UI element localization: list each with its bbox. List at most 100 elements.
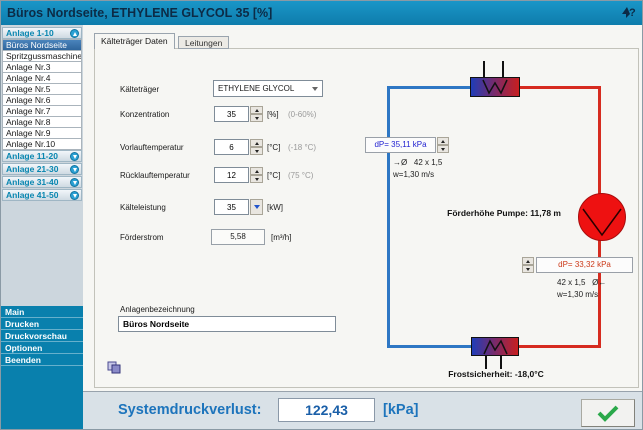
sidebar-item-spritzgussmaschine[interactable]: Spritzgussmaschine <box>3 51 81 62</box>
spinner-up-icon[interactable] <box>250 139 263 147</box>
spinner-down-icon[interactable] <box>437 145 449 153</box>
sidebar-group-anlage-1-10[interactable]: Anlage 1-10 <box>2 27 82 39</box>
konzentration-input[interactable] <box>214 106 249 122</box>
consumer-stub <box>485 355 487 369</box>
supply-pipe-vertical <box>387 86 390 348</box>
sidebar-group-label: Anlage 21-30 <box>6 164 59 174</box>
sidebar-group-label: Anlage 31-40 <box>6 177 59 187</box>
sidebar-item-list: Büros Nordseite Spritzgussmaschine Anlag… <box>2 39 82 150</box>
foerderstrom-unit: [m³/h] <box>271 233 292 242</box>
anlagenbezeichnung-input[interactable] <box>118 316 336 332</box>
supply-pipe-top <box>387 86 473 89</box>
sidebar-group-anlage-31-40[interactable]: Anlage 31-40 <box>2 176 82 188</box>
foerderstrom-label: Förderstrom <box>120 233 164 242</box>
ruecklauftemperatur-limit-hint: (75 °C) <box>288 171 314 180</box>
spinner-up-icon[interactable] <box>250 167 263 175</box>
spinner-down-icon[interactable] <box>522 265 534 273</box>
confirm-button[interactable] <box>581 399 635 427</box>
return-dp-spinner[interactable] <box>522 257 534 273</box>
return-pipe-top <box>517 86 601 89</box>
chiller-heat-exchanger-icon[interactable] <box>470 77 520 97</box>
spinner-down-icon[interactable] <box>250 175 263 183</box>
sidebar-item-anlage-8[interactable]: Anlage Nr.8 <box>3 117 81 128</box>
chevron-down-icon[interactable] <box>312 87 318 91</box>
vorlauftemperatur-unit: [°C] <box>267 143 281 152</box>
spinner-up-icon[interactable] <box>437 137 449 145</box>
tab-kaeltetraeger-daten[interactable]: Kälteträger Daten <box>94 33 175 49</box>
sidebar-group-label: Anlage 1-10 <box>6 28 54 38</box>
vorlauftemperatur-label: Vorlauftemperatur <box>120 143 184 152</box>
supply-velocity: w=1,30 m/s <box>393 170 435 179</box>
sidebar-nav: Main Drucken Druckvorschau Optionen Been… <box>1 306 83 429</box>
ruecklauftemperatur-input[interactable] <box>214 167 249 183</box>
supply-pipe-dimension: →Ø 42 x 1,5 <box>393 158 443 167</box>
frost-protection-label: Frostsicherheit: -18,0°C <box>448 369 544 379</box>
nav-optionen-button[interactable]: Optionen <box>1 342 83 354</box>
return-pipe-dimension: 42 x 1,5 Ø← <box>557 278 607 287</box>
consumer-heat-exchanger-icon[interactable] <box>471 337 519 356</box>
kaelteleistung-dropdown-button[interactable] <box>250 199 263 215</box>
kaelteleistung-input[interactable] <box>214 199 249 215</box>
nav-druckvorschau-button[interactable]: Druckvorschau <box>1 330 83 342</box>
vorlauftemperatur-limit-hint: (-18 °C) <box>288 143 317 152</box>
dropdown-arrow-icon <box>253 205 260 209</box>
chevron-down-circle-icon[interactable] <box>70 178 79 187</box>
nav-main-button[interactable]: Main <box>1 306 83 318</box>
sidebar-item-bueros-nordseite[interactable]: Büros Nordseite <box>3 40 81 51</box>
chevron-down-circle-icon[interactable] <box>70 152 79 161</box>
chiller-stub <box>502 61 504 78</box>
spinner-down-icon[interactable] <box>250 147 263 155</box>
sidebar: Anlage 1-10 Büros Nordseite Spritzgussma… <box>1 25 83 429</box>
nav-beenden-button[interactable]: Beenden <box>1 354 83 366</box>
konzentration-spinner[interactable] <box>250 106 263 122</box>
vorlauftemperatur-input[interactable] <box>214 139 249 155</box>
konzentration-range-hint: (0-60%) <box>288 110 317 119</box>
sidebar-item-anlage-5[interactable]: Anlage Nr.5 <box>3 84 81 95</box>
window-title: Büros Nordseite, ETHYLENE GLYCOL 35 [%] <box>7 6 273 20</box>
sidebar-group-label: Anlage 11-20 <box>6 151 58 161</box>
bottom-bar: Systemdruckverlust: [kPa] <box>83 391 642 429</box>
sidebar-group-label: Anlage 41-50 <box>6 190 59 200</box>
consumer-stub <box>500 355 502 369</box>
kaelteleistung-unit: [kW] <box>267 203 283 212</box>
title-bar: Büros Nordseite, ETHYLENE GLYCOL 35 [%] … <box>1 1 642 25</box>
return-velocity: w=1,30 m/s <box>557 290 599 299</box>
pump-head-label: Förderhöhe Pumpe: 11,78 m <box>447 208 561 218</box>
tab-leitungen[interactable]: Leitungen <box>178 36 230 49</box>
chevron-up-circle-icon[interactable] <box>70 29 79 38</box>
sidebar-item-anlage-10[interactable]: Anlage Nr.10 <box>3 139 81 150</box>
sidebar-item-anlage-9[interactable]: Anlage Nr.9 <box>3 128 81 139</box>
nav-drucken-button[interactable]: Drucken <box>1 318 83 330</box>
spinner-up-icon[interactable] <box>250 106 263 114</box>
systemdruckverlust-label: Systemdruckverlust: <box>118 402 262 418</box>
spinner-up-icon[interactable] <box>522 257 534 265</box>
sidebar-item-anlage-6[interactable]: Anlage Nr.6 <box>3 95 81 106</box>
supply-dp-spinner[interactable] <box>437 137 449 153</box>
supply-dp-value[interactable]: dP= 35,11 kPa <box>365 137 436 153</box>
vorlauftemperatur-spinner[interactable] <box>250 139 263 155</box>
chevron-down-circle-icon[interactable] <box>70 191 79 200</box>
ruecklauftemperatur-label: Rücklauftemperatur <box>120 171 190 180</box>
sidebar-group-anlage-11-20[interactable]: Anlage 11-20 <box>2 150 82 162</box>
konzentration-label: Konzentration <box>120 110 170 119</box>
sidebar-group-anlage-21-30[interactable]: Anlage 21-30 <box>2 163 82 175</box>
systemdruckverlust-value-input[interactable] <box>278 398 375 422</box>
sidebar-item-anlage-3[interactable]: Anlage Nr.3 <box>3 62 81 73</box>
kaeltetraeger-label: Kälteträger <box>120 85 160 94</box>
sidebar-item-anlage-4[interactable]: Anlage Nr.4 <box>3 73 81 84</box>
chevron-down-circle-icon[interactable] <box>70 165 79 174</box>
kaeltetraeger-value: ETHYLENE GLYCOL <box>218 84 295 93</box>
return-dp-value[interactable]: dP= 33,32 kPa <box>536 257 633 273</box>
sidebar-item-anlage-7[interactable]: Anlage Nr.7 <box>3 106 81 117</box>
svg-text:?: ? <box>629 7 636 19</box>
ruecklauftemperatur-unit: [°C] <box>267 171 281 180</box>
ruecklauftemperatur-spinner[interactable] <box>250 167 263 183</box>
spinner-down-icon[interactable] <box>250 114 263 122</box>
kaeltetraeger-select[interactable]: ETHYLENE GLYCOL <box>213 80 323 97</box>
sidebar-group-anlage-41-50[interactable]: Anlage 41-50 <box>2 189 82 201</box>
pump-icon[interactable] <box>578 193 626 241</box>
help-icon[interactable]: ? <box>620 4 636 20</box>
foerderstrom-value: 5,58 <box>211 229 265 245</box>
copy-icon[interactable] <box>107 361 121 374</box>
